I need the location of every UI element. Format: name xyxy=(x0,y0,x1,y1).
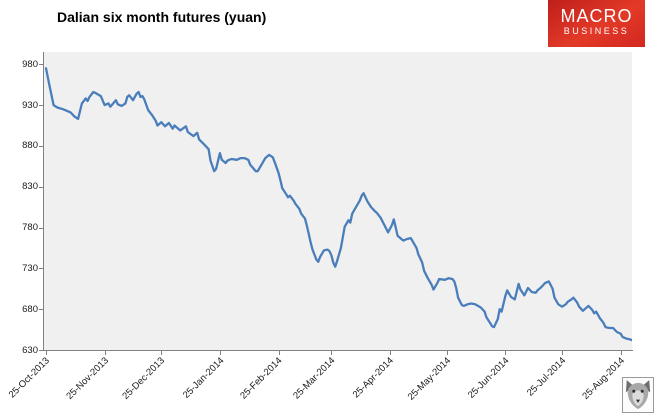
x-axis-label: 25-Feb-2014 xyxy=(238,355,285,402)
chart-title: Dalian six month futures (yuan) xyxy=(57,9,267,25)
y-axis-tick xyxy=(39,145,43,147)
y-axis-tick xyxy=(39,350,43,351)
x-axis-tick xyxy=(390,351,391,355)
y-axis-tick xyxy=(39,186,43,188)
x-axis-label: 25-Aug-2014 xyxy=(580,355,627,402)
y-axis-tick xyxy=(39,309,43,311)
x-axis-tick xyxy=(505,351,507,355)
x-axis-label: 25-May-2014 xyxy=(405,355,453,403)
x-axis-label: 25-Jun-2014 xyxy=(465,355,512,401)
macrobusiness-logo-line2: BUSINESS xyxy=(563,26,630,36)
y-axis-label: 630 xyxy=(22,344,38,356)
plot-area xyxy=(43,52,632,350)
x-axis-label: 25-Dec-2013 xyxy=(120,355,168,402)
wolf-logo-icon xyxy=(622,377,654,413)
x-axis-label: 25-Apr-2014 xyxy=(350,355,397,401)
y-axis-label: 730 xyxy=(22,262,38,274)
y-axis-label: 930 xyxy=(22,99,38,111)
y-axis-tick xyxy=(39,227,43,229)
x-axis-label: 25-Jul-2014 xyxy=(524,355,569,399)
x-axis-tick xyxy=(278,351,280,355)
y-axis-label: 980 xyxy=(22,58,38,70)
x-axis-tick xyxy=(219,351,221,355)
y-axis-tick xyxy=(39,268,43,270)
x-axis-tick xyxy=(562,351,564,355)
x-axis-label: 25-Nov-2013 xyxy=(64,355,111,402)
futures-line-series xyxy=(44,67,632,342)
macrobusiness-logo: MACRO BUSINESS xyxy=(548,0,645,47)
y-axis-label: 880 xyxy=(22,140,38,152)
y-axis-label: 680 xyxy=(22,303,38,315)
y-axis-label: 830 xyxy=(22,181,38,193)
macrobusiness-logo-line1: MACRO xyxy=(560,6,633,26)
x-axis-label: 25-Mar-2014 xyxy=(291,355,338,402)
y-axis-line xyxy=(43,52,44,351)
y-axis-tick xyxy=(39,105,43,107)
x-axis-tick xyxy=(46,351,47,355)
y-axis-label: 780 xyxy=(22,222,38,234)
x-axis-tick xyxy=(620,351,622,355)
x-axis-label: 25-Oct-2013 xyxy=(6,355,53,401)
x-axis-tick xyxy=(446,351,448,355)
y-axis-tick xyxy=(39,64,43,66)
x-axis-tick xyxy=(161,351,163,355)
x-axis-line xyxy=(43,350,633,351)
x-axis-label: 25-Jan-2014 xyxy=(180,355,226,401)
x-axis-tick xyxy=(104,351,106,355)
x-axis-tick xyxy=(331,351,333,355)
